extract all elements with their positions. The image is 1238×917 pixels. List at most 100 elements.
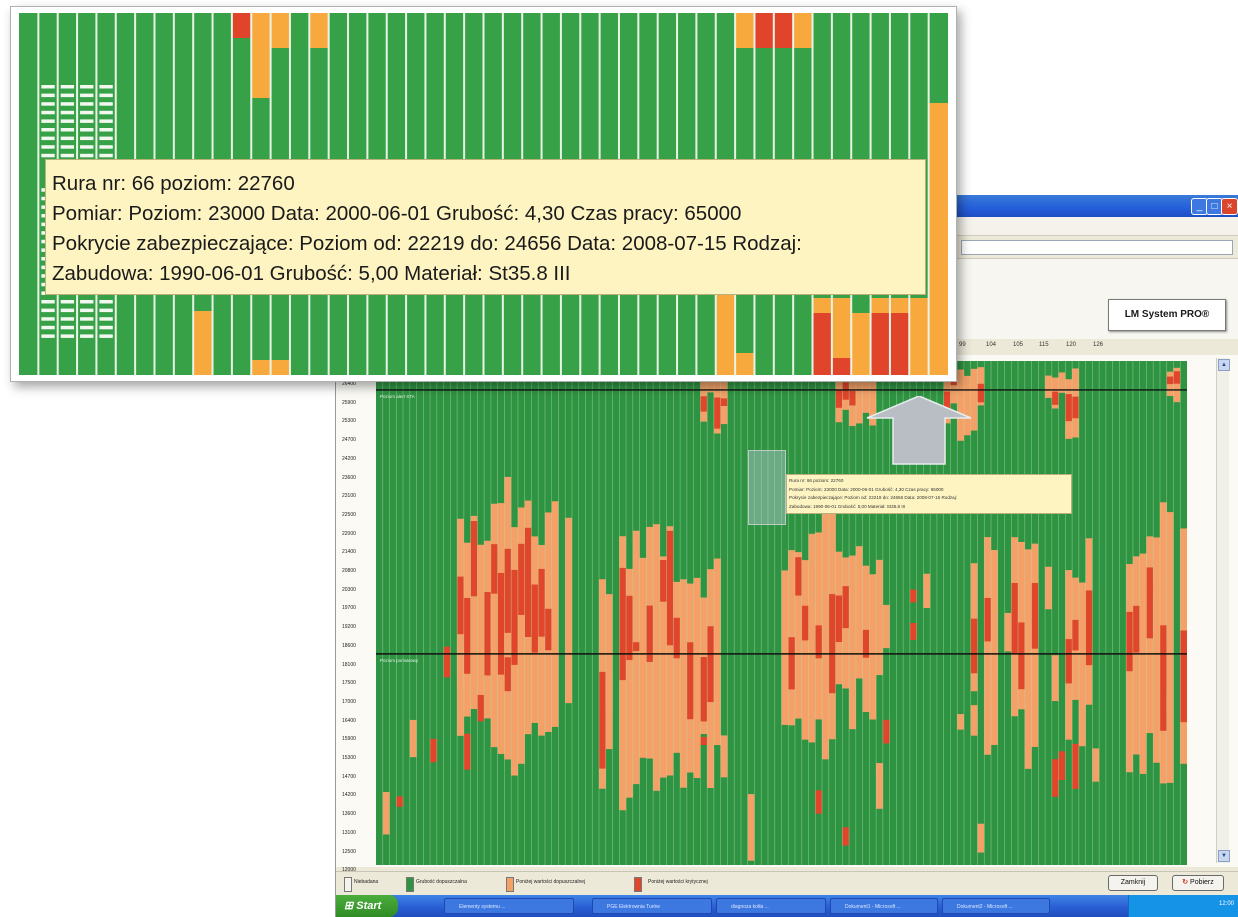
degraded-segment [923,573,931,608]
untested-segment [80,85,94,89]
degraded-segment [430,738,437,763]
taskbar: ⊞ Start Elementy systemu ... PGE Elektro… [336,895,1238,917]
degraded-segment [876,767,883,809]
tooltip-line-measurement: Pomiar: Poziom: 23000 Data: 2000-06-01 G… [52,202,742,225]
legend-bar: Niebadana Grubość dopuszczalna Poniżej w… [336,871,1238,894]
y-tick-label: 26400 [342,381,356,387]
degraded-segment [909,623,917,640]
taskbar-item[interactable]: PGE Elektrownia Turów [592,898,712,914]
zoom-segment [928,103,948,375]
taskbar-item[interactable]: Elementy systemu ... [444,898,574,914]
degraded-segment [653,524,660,791]
zoom-segment [851,313,871,375]
x-axis-ticks: 99 104 105 115 120 126 [336,342,1238,354]
degraded-segment [396,796,404,807]
degraded-segment [1078,582,1086,747]
critical-segment [801,605,809,641]
untested-segment [80,308,94,313]
untested-segment [80,334,94,338]
degraded-segment [970,368,978,431]
tube-thickness-chart[interactable]: Poziom alert STA Poziom pomiarowy [376,361,1187,865]
degraded-segment [443,646,451,678]
degraded-segment [504,657,512,692]
degraded-segment [1058,372,1066,393]
degraded-segment [1058,751,1066,781]
x-tick-label: 105 [1013,342,1024,348]
critical-segment [504,548,512,633]
untested-segment [41,145,55,149]
legend-swatch-below-allowed [506,877,514,892]
degraded-segment [909,589,917,603]
start-button[interactable]: ⊞ Start [336,895,398,917]
degraded-segment [517,507,525,764]
critical-segment [666,530,674,646]
critical-segment [686,642,694,720]
degraded-segment [565,517,572,704]
untested-segment [80,317,94,321]
y-tick-label: 24700 [342,437,356,444]
untested-segment [41,102,55,106]
maximize-icon[interactable]: □ [1206,198,1223,215]
critical-segment [1031,582,1039,649]
y-tick-label: 18600 [342,642,356,649]
critical-segment [497,573,505,675]
hover-highlight [748,450,786,525]
untested-segment [80,145,94,149]
critical-segment [828,594,836,694]
critical-segment [646,605,654,662]
degraded-segment [1139,553,1147,774]
zoom-segment [889,313,910,375]
mini-tooltip-line: Zabudowa: 1990-06-01 Grubość: 5,00 Mater… [789,503,906,509]
critical-segment [544,608,552,651]
address-field[interactable] [961,240,1233,255]
untested-segment [41,317,55,321]
critical-segment [1065,639,1073,684]
untested-segment [99,153,113,158]
legend-label: Poniżej wartości dopuszczalnej [516,879,586,885]
zoom-segment [831,298,852,375]
taskbar-item[interactable]: Dokument2 - Microsoft ... [942,898,1050,914]
untested-segment [80,153,94,158]
degraded-segment [666,526,674,776]
legend-swatch-below-critical [634,877,642,892]
refresh-button[interactable]: ↻ Pobierz [1172,875,1224,891]
critical-segment [538,568,545,637]
untested-segment [80,102,94,106]
degraded-segment [842,827,850,846]
zoom-segment [754,13,774,48]
untested-segment [60,308,75,313]
y-tick-label: 19200 [342,624,356,631]
scroll-down-icon[interactable]: ▼ [1218,850,1230,862]
critical-segment [970,618,978,674]
untested-segment [41,308,55,313]
untested-segment [60,93,75,98]
untested-segment [80,93,94,98]
legend-label: Poniżej wartości krytycznej [648,879,708,885]
degraded-segment [409,719,417,758]
degraded-segment [882,719,890,744]
degraded-segment [632,530,640,785]
y-tick-label: 20800 [342,568,356,574]
y-tick-label: 13100 [342,829,356,836]
taskbar-item[interactable]: Dokument1 - Microsoft ... [830,898,938,914]
degraded-segment [490,503,498,748]
zoom-segment [793,13,813,48]
degraded-segment [639,557,647,758]
lm-system-logo: LM System PRO® [1108,299,1226,331]
taskbar-item[interactable]: diagnoza kotła ... [716,898,826,914]
critical-segment [599,671,606,769]
mini-tooltip-line: Pomiar: Poziom: 23000 Data: 2000-06-01 G… [789,486,944,492]
x-tick-label: 104 [986,342,997,348]
scroll-up-icon[interactable]: ▲ [1218,359,1230,371]
y-tick-label: 22000 [342,530,356,537]
untested-segment [80,110,94,115]
vertical-scrollbar[interactable]: ▲ ▼ [1216,358,1230,863]
y-tick-label: 20300 [342,586,356,593]
tooltip-line-installation: Zabudowa: 1990-06-01 Grubość: 5,00 Mater… [52,262,571,285]
degraded-segment [1159,642,1167,689]
untested-segment [60,128,75,132]
close-icon[interactable]: × [1221,198,1238,215]
close-report-button[interactable]: Zamknij [1108,875,1158,891]
y-tick-label: 19700 [342,605,356,612]
degraded-segment [626,568,633,798]
